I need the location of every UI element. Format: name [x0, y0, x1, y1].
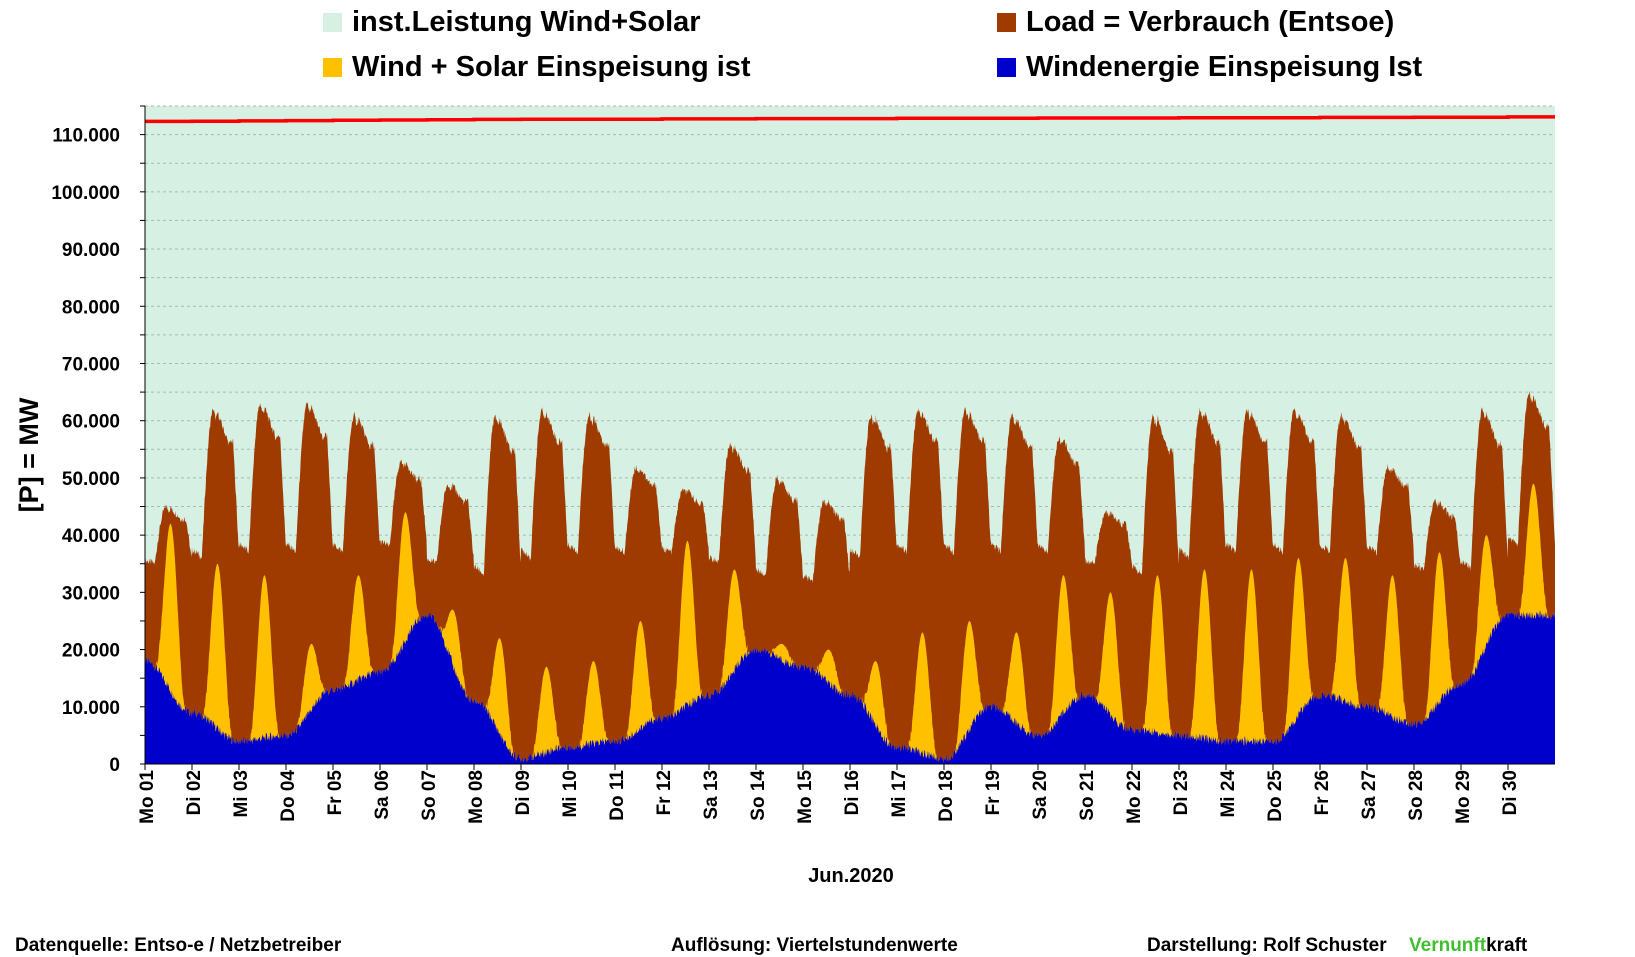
x-tick-label: Fr 26: [1312, 770, 1333, 815]
x-tick-label: Di 23: [1171, 770, 1192, 815]
wind-solar-area: [145, 483, 1555, 764]
y-tick-label: 50.000: [62, 469, 120, 490]
x-tick-label: Mi 17: [889, 770, 910, 818]
x-axis-label: Jun.2020: [808, 865, 894, 887]
footer-source: Datenquelle: Entso-e / Netzbetreiber: [15, 935, 342, 956]
y-tick-label: 70.000: [62, 354, 120, 375]
brand-green: Vernunft: [1409, 935, 1487, 956]
x-tick-label: So 07: [419, 770, 440, 821]
legend-label-wind-solar: Wind + Solar Einspeisung ist: [352, 51, 751, 83]
y-tick-label: 100.000: [51, 183, 120, 204]
x-tick-label: Mo 29: [1453, 770, 1474, 824]
legend-swatch-wind-solar: [323, 58, 342, 77]
legend-item-installed: inst.Leistung Wind+Solar: [323, 6, 701, 39]
legend-label-wind: Windenergie Einspeisung Ist: [1026, 51, 1423, 83]
y-tick-label: 0: [109, 755, 120, 776]
footer-resolution: Auflösung: Viertelstundenwerte: [671, 935, 958, 956]
x-tick-label: Sa 06: [372, 770, 393, 820]
y-tick-label: 90.000: [62, 240, 120, 261]
y-tick-label: 10.000: [62, 698, 120, 719]
x-tick-label: So 28: [1406, 770, 1427, 821]
x-tick-label: Do 18: [936, 770, 957, 822]
x-tick-label: Sa 13: [701, 770, 722, 820]
x-tick-label: Do 11: [607, 770, 628, 821]
x-tick-label: Mo 01: [137, 770, 158, 824]
x-tick-label: Di 30: [1500, 770, 1521, 815]
y-tick-label: 80.000: [62, 297, 120, 318]
y-tick-label: 110.000: [52, 126, 120, 147]
x-tick-label: Mi 10: [560, 770, 581, 818]
y-tick-labels: 0 10.000 20.000 30.000 40.000 50.000 60.000 70.…: [51, 105, 145, 776]
x-tick-label: Mi 24: [1218, 770, 1239, 818]
x-tick-label: So 14: [748, 770, 769, 821]
legend-swatch-wind: [997, 58, 1016, 77]
x-tick-labels: Mo 01 Di 02 Mi 03 Do 04 Fr 05 Sa 06 So 07 Mo 08…: [137, 764, 1521, 824]
installed-capacity-line: [145, 115, 1555, 124]
legend-swatch-installed: [323, 13, 342, 32]
x-tick-label: Mo 15: [795, 770, 816, 824]
y-tick-label: 20.000: [62, 641, 120, 662]
y-tick-label: 40.000: [62, 526, 120, 547]
x-tick-label: Mi 03: [231, 770, 252, 818]
x-tick-label: So 21: [1077, 770, 1098, 821]
legend-label-load: Load = Verbrauch (Entsoe): [1026, 6, 1395, 38]
x-tick-label: Fr 12: [654, 770, 675, 815]
brand-black: kraft: [1486, 935, 1528, 956]
x-tick-label: Do 25: [1265, 770, 1286, 822]
x-tick-label: Do 04: [278, 770, 299, 822]
legend-item-wind-solar: Wind + Solar Einspeisung ist: [323, 51, 751, 84]
x-tick-label: Fr 19: [983, 770, 1004, 815]
y-tick-label: 30.000: [62, 583, 120, 604]
y-tick-label: 60.000: [62, 412, 120, 433]
wind-area: [145, 610, 1555, 764]
x-tick-label: Di 09: [513, 770, 534, 815]
x-tick-label: Di 16: [842, 770, 863, 815]
x-tick-label: Mo 22: [1124, 770, 1145, 824]
y-axis-label: [P] = MW: [14, 397, 44, 512]
x-tick-label: Mo 08: [466, 770, 487, 824]
legend-label-installed: inst.Leistung Wind+Solar: [352, 6, 701, 38]
legend-item-wind: Windenergie Einspeisung Ist: [997, 51, 1422, 84]
footer-author: Darstellung: Rolf Schuster: [1147, 935, 1387, 956]
legend-item-load: Load = Verbrauch (Entsoe): [997, 6, 1394, 39]
x-tick-label: Sa 20: [1030, 770, 1051, 820]
footer-brand: Vernunftkraft: [1409, 935, 1527, 957]
legend-swatch-load: [997, 13, 1016, 32]
x-tick-label: Fr 05: [325, 770, 346, 816]
x-tick-label: Di 02: [184, 770, 205, 815]
x-tick-label: Sa 27: [1359, 770, 1380, 820]
